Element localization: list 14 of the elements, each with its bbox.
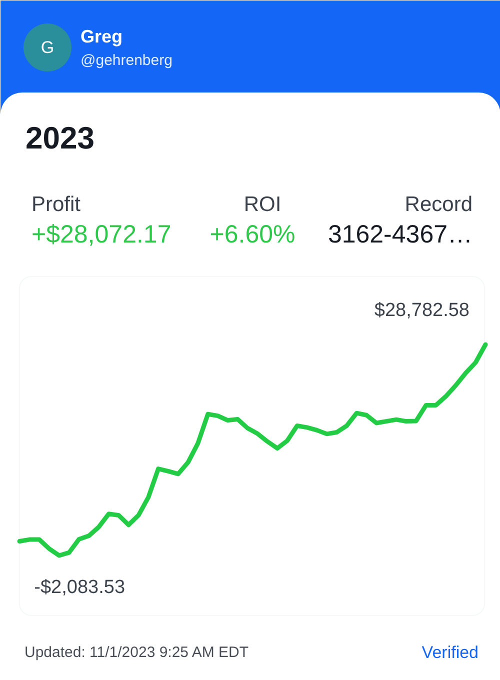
text: Record <box>404 193 473 216</box>
text: 3162-4367… <box>328 220 473 248</box>
data-label: $28,782.58 <box>374 300 470 321</box>
text: +$28,072.17 <box>32 220 172 248</box>
text: Greg <box>80 26 123 46</box>
text: ROI <box>244 193 282 216</box>
text: Verified <box>422 643 478 662</box>
text: Updated: 11/1/2023 9:25 AM EDT <box>24 644 249 661</box>
text: G <box>40 38 54 57</box>
chart-title: 2023 <box>26 120 94 156</box>
data-label: -$2,083.53 <box>34 577 126 598</box>
text: Profit <box>32 193 81 216</box>
text: +6.60% <box>210 220 296 248</box>
text: @gehrenberg <box>80 52 172 69</box>
